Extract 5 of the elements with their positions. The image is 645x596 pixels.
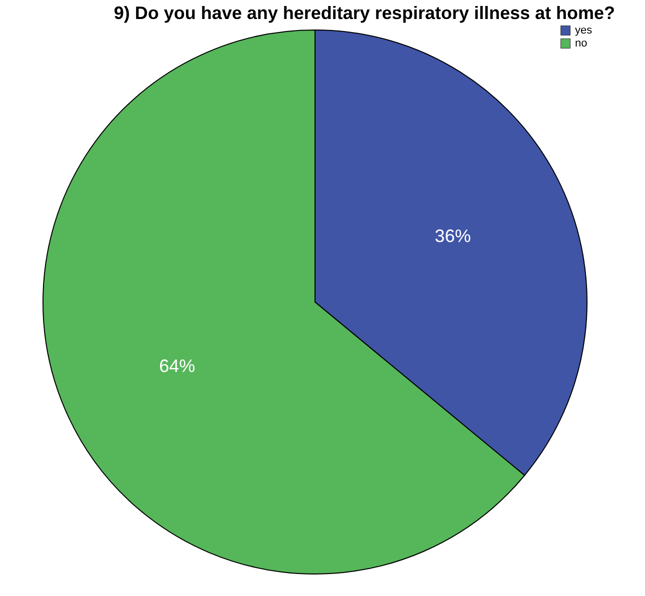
legend-label: yes — [575, 24, 593, 36]
data-label: 64% — [159, 356, 196, 376]
chart-title: 9) Do you have any hereditary respiratory illness at home? — [114, 3, 615, 23]
data-label: 36% — [434, 226, 471, 246]
legend-label: no — [575, 38, 588, 50]
